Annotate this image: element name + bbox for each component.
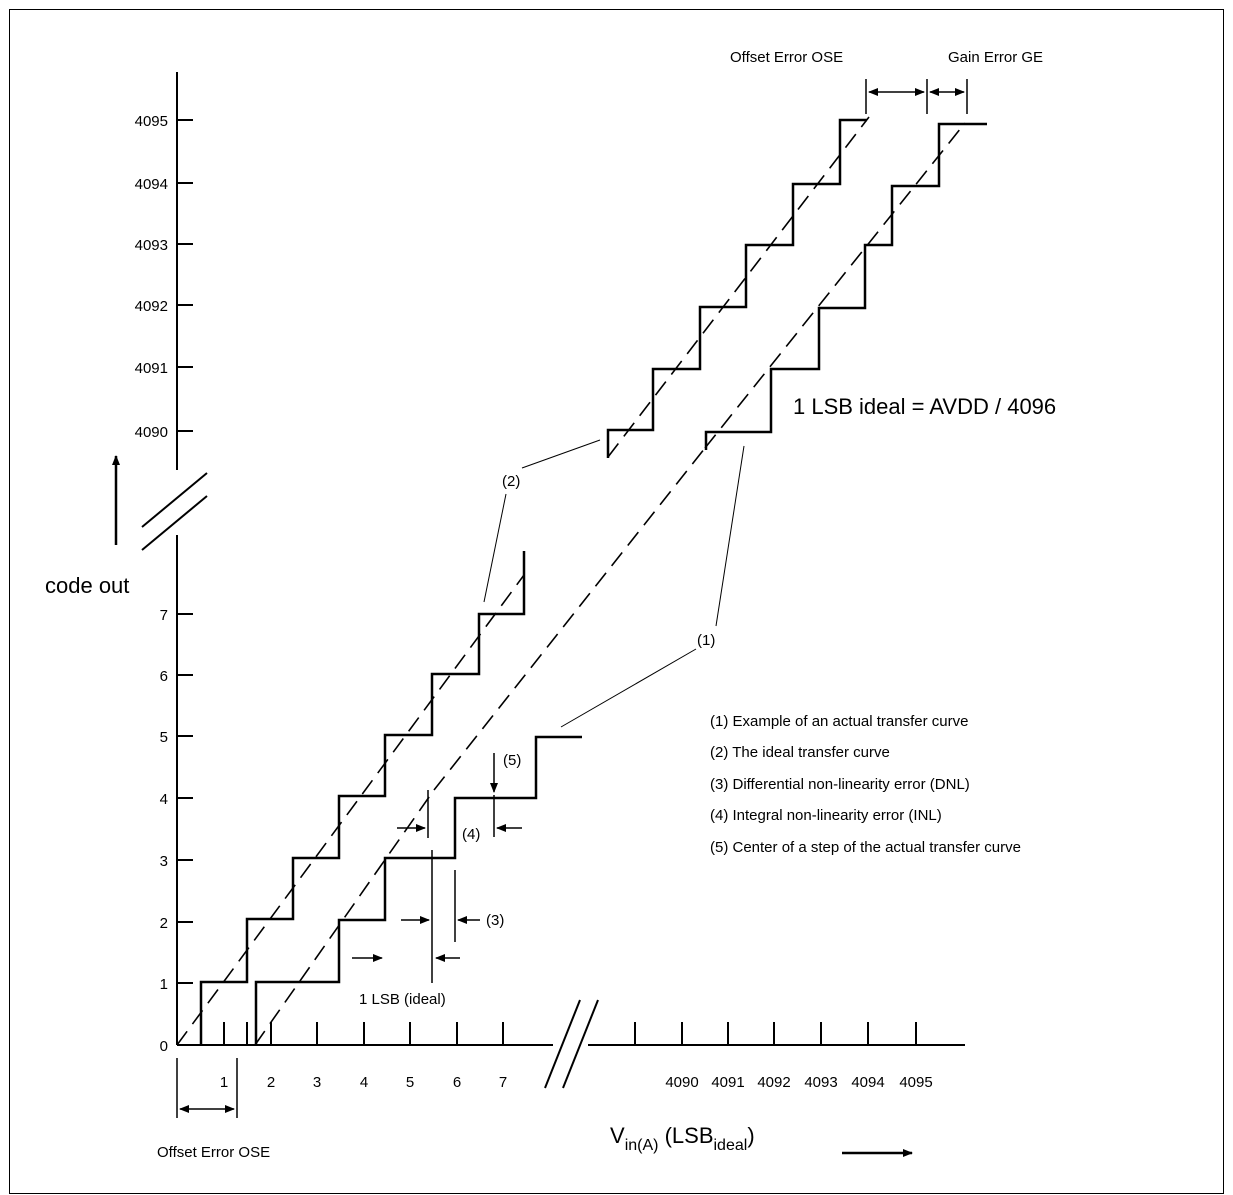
y-tick-label: 4090: [135, 424, 168, 441]
x-tick-label: 4095: [899, 1074, 932, 1091]
legend-item: (2) The ideal transfer curve: [710, 744, 890, 761]
x-tick-label: 4: [360, 1074, 368, 1091]
y-axis-break-mark: [141, 472, 208, 528]
one-lsb-ideal-label: 1 LSB (ideal): [359, 991, 446, 1008]
y-tick-label: 0: [160, 1038, 168, 1055]
legend-item: (4) Integral non-linearity error (INL): [710, 807, 942, 824]
x-axis-ticks: [200, 1022, 917, 1045]
marker-1-label: (1): [697, 632, 715, 649]
marker-3-label: (3): [486, 912, 504, 929]
x-tick-label: 6: [453, 1074, 461, 1091]
offset-error-top-label: Offset Error OSE: [730, 49, 843, 66]
y-tick-label: 5: [160, 729, 168, 746]
marker-2-label: (2): [502, 473, 520, 490]
gain-error-top-label: Gain Error GE: [948, 49, 1043, 66]
actual-staircase-low: [254, 735, 582, 1045]
x-tick-label: 4092: [757, 1074, 790, 1091]
offset-error-bottom-label: Offset Error OSE: [157, 1144, 270, 1161]
ideal-transfer-curve-low: [176, 574, 525, 1046]
x-tick-label: 4091: [711, 1074, 744, 1091]
y-axis-ticks: [177, 119, 193, 1046]
legend-item: (3) Differential non-linearity error (DN…: [710, 776, 970, 793]
y-tick-label: 7: [160, 607, 168, 624]
x-tick-label: 4090: [665, 1074, 698, 1091]
x-tick-label: 7: [499, 1074, 507, 1091]
marker-2-leader: [483, 493, 507, 603]
x-axis-break-mark: [562, 999, 599, 1089]
x-tick-label: 4094: [851, 1074, 884, 1091]
y-tick-label: 4: [160, 791, 168, 808]
y-tick-label: 4095: [135, 113, 168, 130]
lsb-ideal-equation: 1 LSB ideal = AVDD / 4096: [793, 394, 1056, 419]
marker-1-leader: [715, 445, 745, 627]
x-tick-label: 3: [313, 1074, 321, 1091]
x-tick-label: 2: [267, 1074, 275, 1091]
ideal-staircase-high: [606, 118, 867, 458]
y-tick-label: 4093: [135, 237, 168, 254]
actual-staircase-high: [704, 122, 987, 450]
figure-frame: [9, 9, 1224, 1194]
y-tick-label: 4094: [135, 176, 168, 193]
ideal-staircase-low: [199, 551, 526, 1045]
y-tick-label: 6: [160, 668, 168, 685]
x-axis-break-mark: [544, 999, 581, 1089]
x-axis-title: Vin(A) (LSBideal): [610, 1123, 755, 1154]
y-axis-title: code out: [45, 573, 129, 598]
y-tick-label: 4092: [135, 298, 168, 315]
marker-2-leader: [521, 439, 601, 469]
y-tick-label: 4091: [135, 360, 168, 377]
ideal-transfer-curve-high: [607, 116, 870, 458]
actual-center-line-mid: [433, 447, 706, 791]
marker-1-leader: [560, 648, 697, 728]
x-tick-label: 4093: [804, 1074, 837, 1091]
legend-item: (1) Example of an actual transfer curve: [710, 713, 968, 730]
x-tick-label: 5: [406, 1074, 414, 1091]
y-tick-label: 3: [160, 853, 168, 870]
legend-item: (5) Center of a step of the actual trans…: [710, 839, 1021, 856]
marker-5-label: (5): [503, 752, 521, 769]
y-axis-break-mark: [141, 495, 208, 551]
marker-4-label: (4): [462, 826, 480, 843]
actual-center-line-high: [704, 122, 966, 449]
x-tick-label: 1: [220, 1074, 228, 1091]
y-tick-label: 2: [160, 915, 168, 932]
y-tick-label: 1: [160, 976, 168, 993]
